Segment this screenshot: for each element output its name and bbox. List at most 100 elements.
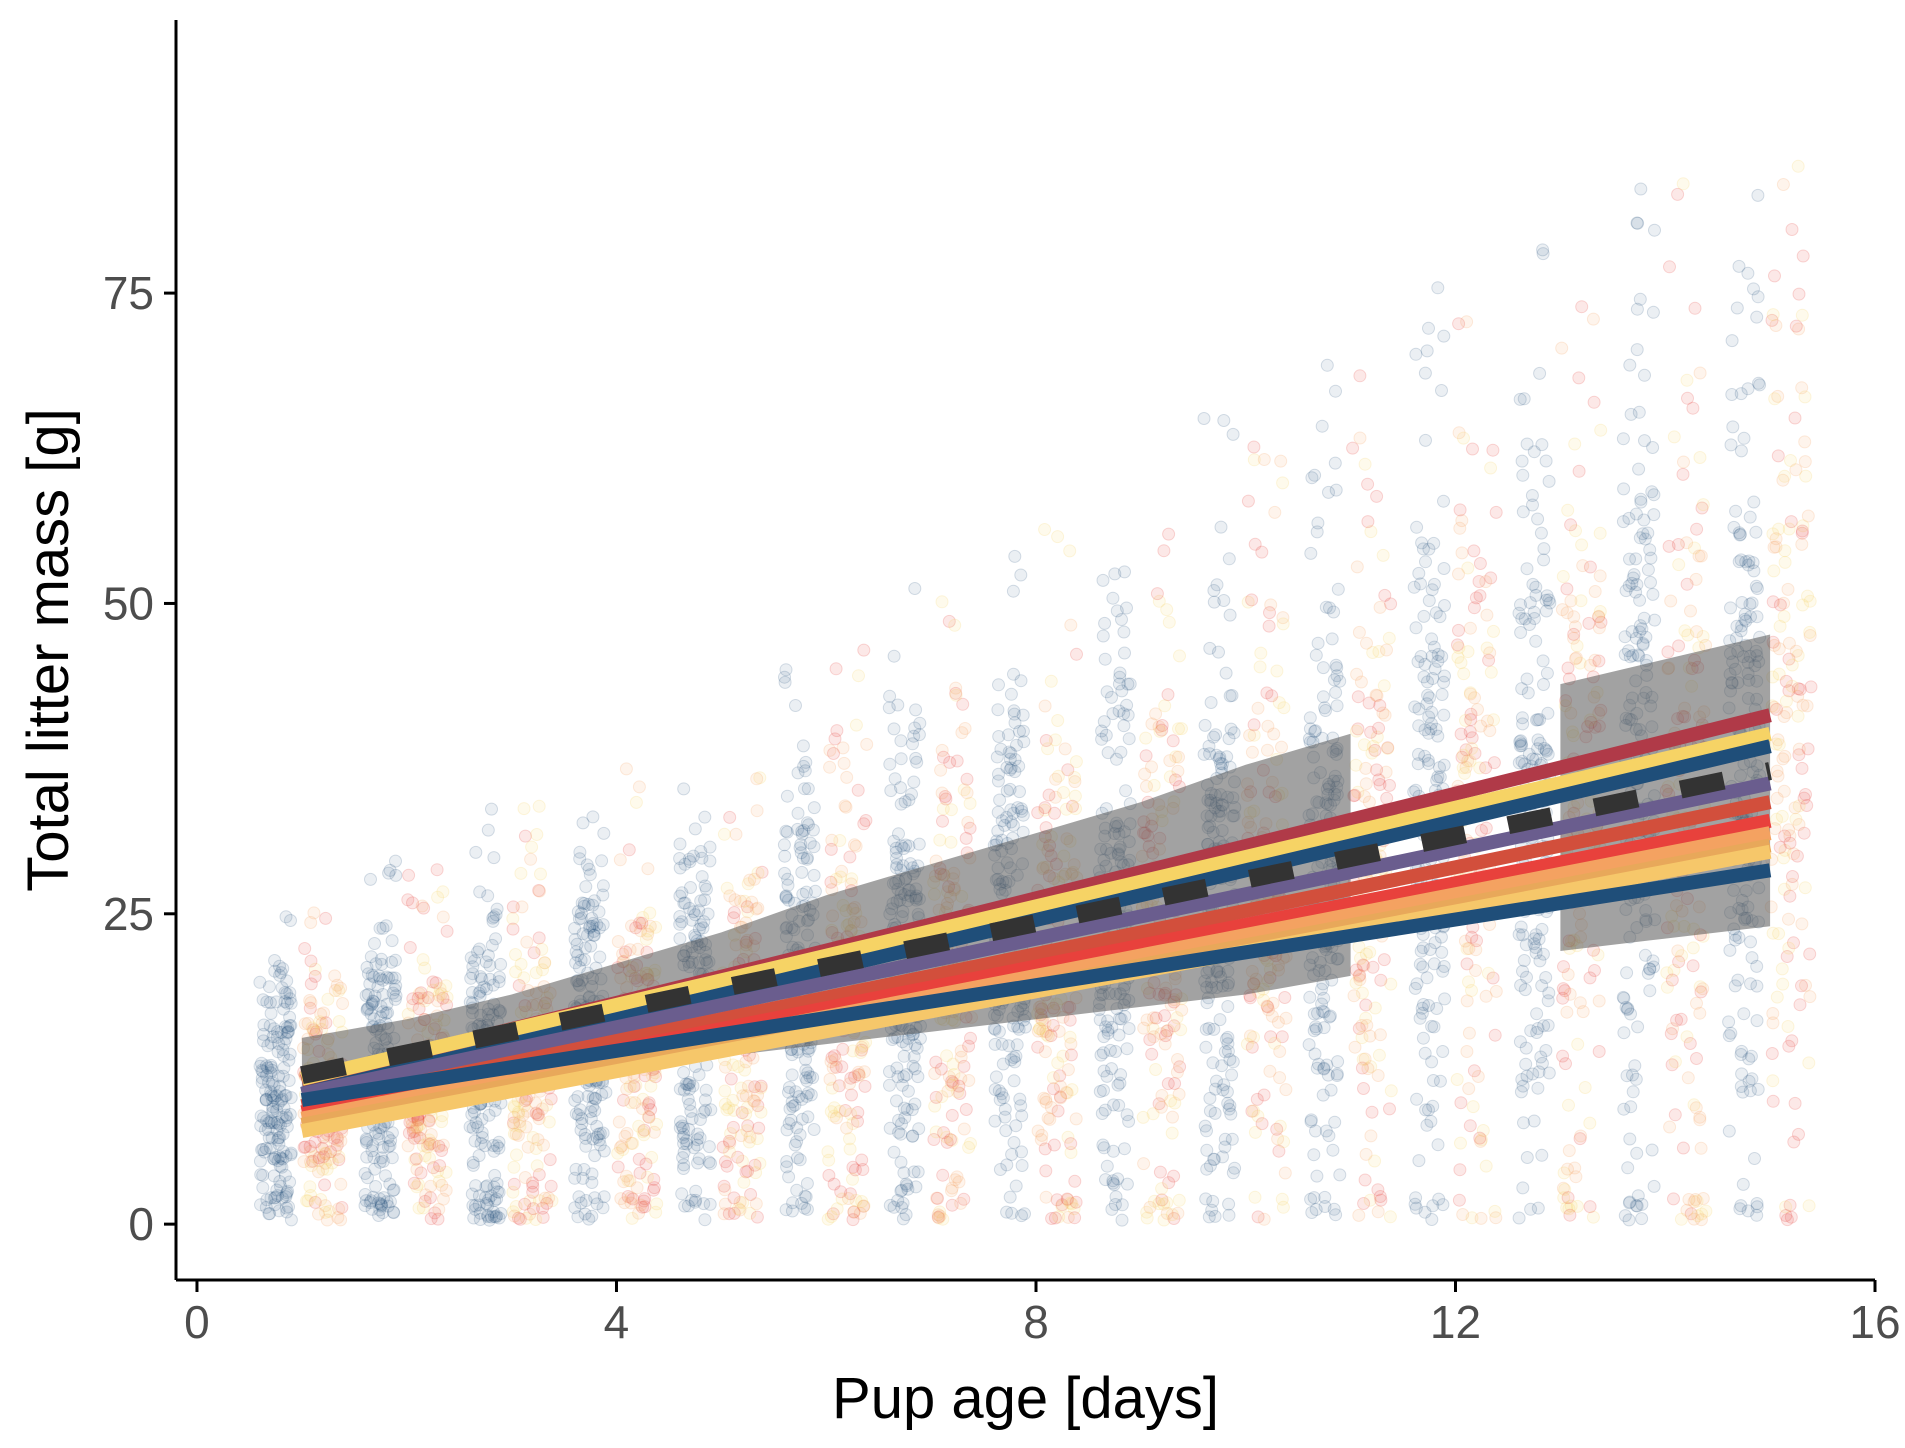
data-point [492,1141,506,1155]
data-point [588,1149,602,1163]
data-point [360,1136,374,1149]
data-point [374,1000,388,1014]
data-point [1068,1211,1082,1225]
data-point [1732,526,1746,540]
data-point [406,998,420,1012]
data-point [272,1069,285,1083]
data-point [1623,650,1637,664]
data-point [571,948,585,962]
data-point [946,1076,960,1090]
data-point [1744,935,1757,949]
data-point [587,928,601,942]
data-point [627,1080,641,1093]
data-point [1410,520,1424,534]
data-point [1412,1154,1426,1168]
data-point [486,1139,500,1152]
data-point [855,1043,869,1057]
data-point [944,1078,958,1092]
data-point [852,1068,866,1082]
data-point [897,1166,911,1180]
data-point [280,974,294,988]
data-point [573,852,587,866]
data-point [860,737,874,751]
data-point [1364,1129,1378,1143]
data-point [1005,1148,1019,1161]
data-point [1417,609,1431,623]
data-point [1766,926,1780,940]
data-point [778,670,791,684]
data-point [1643,984,1657,998]
data-point [275,981,289,995]
data-point [800,1074,814,1088]
data-point [1098,616,1112,630]
data-point [384,1134,398,1148]
data-point [843,1132,856,1146]
data-point [529,966,543,980]
data-point [1617,482,1631,496]
data-point [1039,1095,1053,1109]
data-point [435,987,448,1001]
data-point [620,1082,634,1096]
data-point [507,1127,521,1141]
data-point [279,1020,292,1034]
x-tick-label: 12 [1430,1296,1481,1348]
data-point [473,1213,487,1226]
data-point [901,1182,915,1196]
data-point [263,1141,277,1155]
data-point [1437,960,1451,973]
data-point [1208,1106,1222,1120]
data-point [632,1119,646,1133]
data-point [377,1191,391,1205]
point-cloud-blue-day-1 [253,910,298,1227]
data-point [332,1153,346,1167]
data-point [1629,631,1643,645]
data-point [418,1194,432,1208]
data-point [590,1130,604,1144]
data-point [317,1150,330,1164]
data-point [857,643,871,657]
data-point [1069,1195,1083,1209]
data-point [733,1203,747,1217]
data-point [271,1133,285,1147]
data-point [734,894,748,908]
data-point [529,1106,543,1120]
data-point [410,1180,424,1194]
data-point [841,1192,855,1205]
data-point [1038,523,1052,536]
data-point [948,1173,962,1187]
data-point [308,969,322,983]
data-point [1734,444,1748,458]
data-point [271,1025,284,1039]
data-point [1277,1135,1291,1149]
data-point [699,1083,713,1097]
data-point [1725,334,1739,348]
data-point [1097,1083,1110,1097]
data-point [467,1211,481,1225]
data-point [778,849,792,863]
data-point [826,1061,840,1075]
data-point [1742,1052,1756,1066]
data-point [857,1199,870,1213]
data-point [334,1134,348,1148]
data-point [480,1179,494,1193]
data-point [829,662,843,676]
data-point [1155,1182,1169,1196]
data-point [308,1135,322,1149]
data-point [682,1122,696,1136]
data-point [273,1079,287,1093]
data-point [372,1196,385,1210]
data-point [731,1202,745,1216]
data-point [388,992,402,1006]
data-point [1684,604,1697,618]
data-point [964,1031,977,1045]
data-point [1525,489,1539,502]
data-point [755,865,769,879]
data-point [279,1201,293,1215]
data-point [689,1193,703,1207]
data-point [952,1175,966,1189]
data-point [611,1160,625,1174]
data-point [896,859,910,873]
data-point [269,995,283,1009]
data-point [330,1138,344,1152]
